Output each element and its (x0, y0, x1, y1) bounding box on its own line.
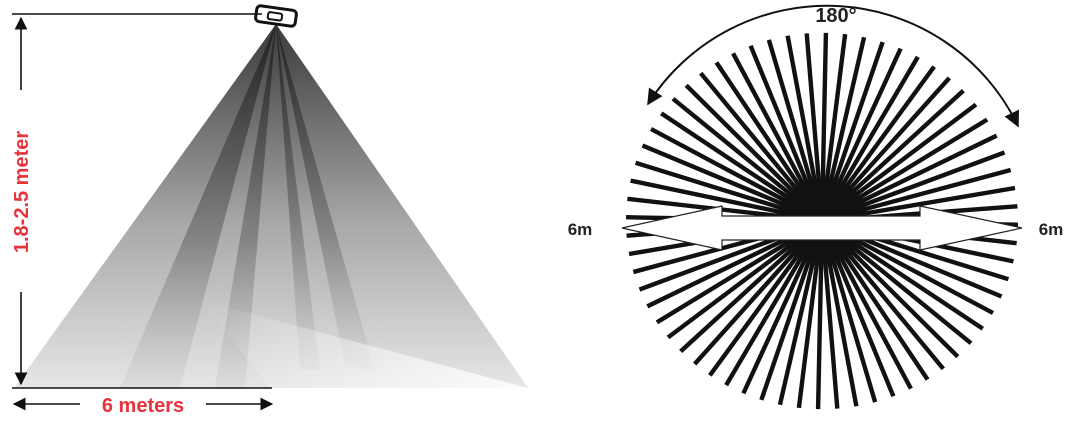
detection-spike (822, 221, 946, 371)
height-label: 1.8-2.5 meter (11, 131, 33, 254)
detection-spike (634, 160, 822, 221)
detection-spike (627, 196, 822, 221)
detection-spike (796, 221, 822, 409)
detection-spike (666, 221, 822, 340)
detection-spike (724, 221, 822, 387)
detection-spike (822, 221, 960, 359)
detection-spike (777, 221, 822, 406)
detection-spike (822, 102, 978, 221)
angle-label: 180° (815, 5, 856, 27)
detection-spike (741, 221, 822, 395)
detection-spike (822, 33, 848, 221)
detection-spike (822, 221, 896, 398)
detection-spike (766, 39, 822, 221)
right-range-label: 6m (1039, 220, 1064, 239)
detection-spike (646, 221, 822, 309)
detection-beam (276, 24, 375, 370)
detection-spike (748, 44, 822, 222)
detection-spike (692, 221, 822, 366)
detection-spike (820, 32, 829, 221)
detection-spike (659, 111, 822, 221)
detection-beam (215, 24, 276, 388)
detection-spike (649, 127, 822, 221)
detection-spike (822, 55, 920, 221)
detection-spike (684, 83, 822, 221)
range-double-arrow (621, 205, 1023, 251)
detection-spike (708, 221, 822, 377)
detection-spike (714, 61, 822, 222)
side-view-diagram: 1.8-2.5 meter 6 meters (11, 4, 528, 417)
sensor-icon (254, 4, 298, 28)
detection-spike (822, 65, 936, 221)
detection-beam (120, 24, 276, 388)
detection-spike (822, 221, 985, 331)
detection-spike (822, 167, 1012, 221)
detection-spike (785, 35, 822, 222)
detection-spike (822, 221, 930, 381)
detection-spike (671, 97, 822, 221)
detection-spike (815, 221, 824, 410)
detection-spike (822, 221, 995, 315)
detection-spike (698, 71, 822, 222)
detection-spike (822, 117, 989, 221)
detection-spike (822, 221, 878, 403)
detection-spike (822, 47, 903, 221)
detection-spike (822, 185, 1016, 221)
top-view-diagram: 180° 6m 6m (568, 4, 1064, 410)
detection-cone (14, 24, 528, 388)
detection-spike (679, 221, 822, 353)
detection-spike (641, 143, 822, 221)
detection-spike (804, 33, 822, 222)
detection-spike (655, 221, 822, 325)
detection-spike (759, 221, 822, 401)
detection-spike (822, 41, 885, 221)
detection-spike (822, 221, 840, 409)
detection-spike (822, 36, 867, 222)
coverage-arc (647, 4, 1019, 128)
detection-beam (276, 24, 320, 370)
floor-fade (200, 300, 528, 388)
left-range-label: 6m (568, 220, 593, 239)
detection-spike (822, 150, 1006, 221)
detection-spike (822, 76, 952, 222)
detection-spike (822, 221, 913, 390)
detection-spike (822, 133, 998, 221)
detection-spike (630, 178, 822, 221)
detection-spike (731, 52, 822, 222)
detection-spike (822, 221, 973, 345)
detection-spike (822, 221, 859, 407)
detection-spike (822, 89, 965, 221)
width-label: 6 meters (102, 395, 184, 417)
